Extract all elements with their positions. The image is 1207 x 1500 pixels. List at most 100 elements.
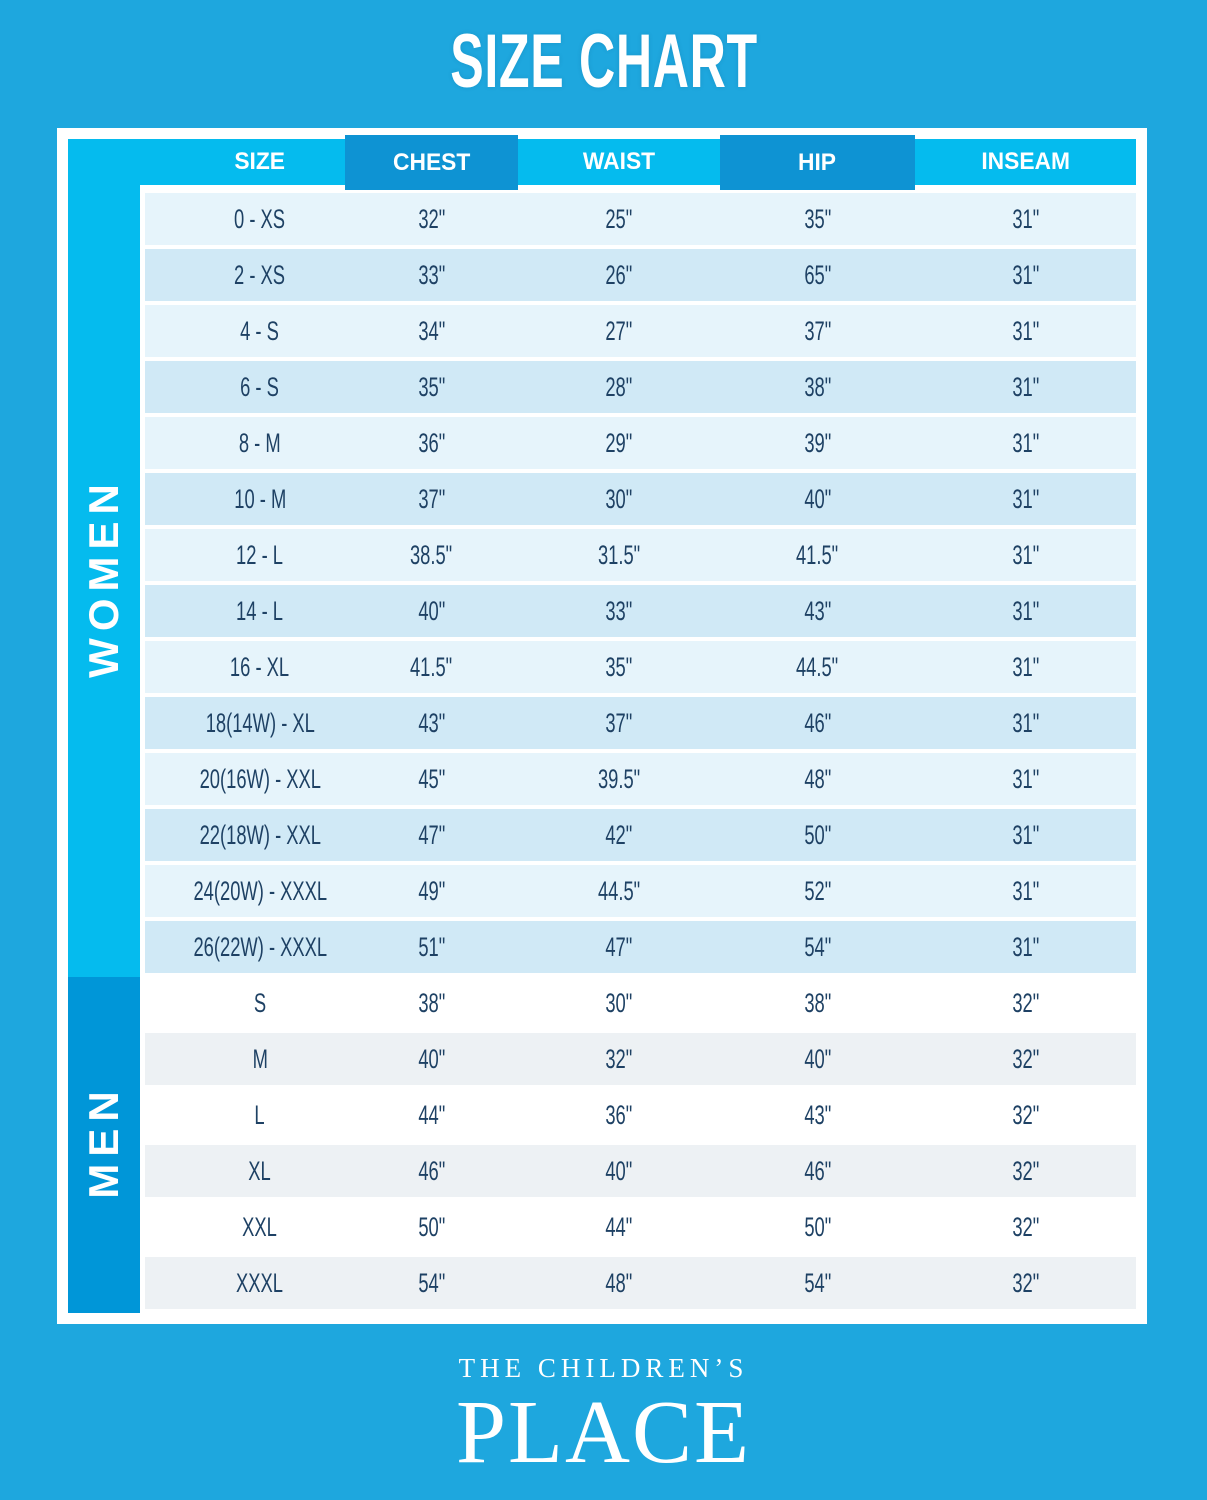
table-row: 2 - XS 33" 26" 65" 31" [145,249,1136,301]
cell-waist: 35" [518,652,720,683]
cell-hip: 54" [720,1268,915,1299]
cell-text: 20(16W) - XXL [199,763,321,794]
cell-text: 32" [1012,1267,1039,1298]
cell-text: 32" [605,1043,633,1074]
cell-text: 52" [804,875,831,906]
cell-inseam: 31" [915,428,1136,459]
cell-text: 12 - L [236,539,284,570]
cell-text: 46" [418,1155,445,1186]
cell-text: 40" [804,483,831,514]
cell-chest: 33" [345,260,518,291]
table-row: 22(18W) - XXL 47" 42" 50" 31" [145,809,1136,861]
cell-text: 48" [605,1267,633,1298]
section-label: WOMEN [80,477,127,678]
cell-chest: 35" [345,372,518,403]
cell-chest: 36" [345,428,518,459]
cell-text: 40" [418,595,445,626]
cell-text: XXL [242,1211,278,1242]
cell-text: 43" [804,1099,831,1130]
cell-inseam: 32" [915,1268,1136,1299]
cell-text: 25" [605,203,633,234]
cell-text: 14 - L [236,595,284,626]
cell-inseam: 31" [915,932,1136,963]
cell-text: 31" [1012,203,1039,234]
cell-text: 36" [605,1099,633,1130]
cell-inseam: 31" [915,596,1136,627]
cell-text: 31" [1012,539,1039,570]
cell-text: 47" [605,931,633,962]
cell-text: 36" [418,427,445,458]
cell-text: 18(14W) - XL [205,707,315,738]
section-sidebar-men: MEN [68,977,140,1313]
cell-text: 40" [605,1155,633,1186]
cell-text: 38" [418,987,445,1018]
cell-text: 33" [605,595,633,626]
brand-logo: THE CHILDREN’S PLACE [0,1352,1207,1478]
cell-chest: 38.5" [345,540,518,571]
cell-text: 44" [418,1099,445,1130]
cell-text: 49" [418,875,445,906]
cell-chest: 47" [345,820,518,851]
cell-hip: 50" [720,820,915,851]
cell-chest: 46" [345,1156,518,1187]
cell-text: 50" [804,819,831,850]
cell-hip: 50" [720,1212,915,1243]
column-header-label: INSEAM [981,148,1070,175]
cell-size: XXL [145,1212,345,1243]
cell-text: 2 - XS [234,259,286,290]
cell-size: 2 - XS [145,260,345,291]
cell-text: 31" [1012,651,1039,682]
cell-text: 26(22W) - XXXL [193,931,327,962]
cell-text: 37" [418,483,445,514]
cell-text: 34" [418,315,445,346]
cell-inseam: 31" [915,652,1136,683]
cell-hip: 46" [720,708,915,739]
cell-waist: 42" [518,820,720,851]
cell-text: 31" [1012,483,1039,514]
section-sidebar-women: WOMEN [68,185,140,977]
cell-size: 24(20W) - XXXL [145,876,345,907]
cell-text: 39.5" [597,763,641,794]
table-row: 6 - S 35" 28" 38" 31" [145,361,1136,413]
cell-text: 26" [605,259,633,290]
cell-size: 14 - L [145,596,345,627]
cell-size: 20(16W) - XXL [145,764,345,795]
cell-chest: 38" [345,988,518,1019]
cell-inseam: 31" [915,708,1136,739]
cell-text: 46" [804,707,831,738]
cell-text: 31" [1012,931,1039,962]
cell-text: 31" [1012,427,1039,458]
cell-size: 16 - XL [145,652,345,683]
cell-text: 38" [804,987,831,1018]
cell-size: L [145,1100,345,1131]
cell-waist: 37" [518,708,720,739]
cell-inseam: 31" [915,540,1136,571]
column-header-inseam: INSEAM [915,139,1136,185]
cell-text: 44.5" [796,651,839,682]
cell-text: 43" [804,595,831,626]
cell-waist: 31.5" [518,540,720,571]
cell-inseam: 31" [915,260,1136,291]
cell-text: 40" [418,1043,445,1074]
cell-text: 37" [605,707,633,738]
cell-size: 26(22W) - XXXL [145,932,345,963]
column-header-hip: HIP [720,135,915,190]
size-chart-table: SIZE CHEST WAIST HIP INSEAM WOMEN 0 - XS 3… [57,128,1147,1324]
cell-text: 8 - M [239,427,281,458]
cell-hip: 46" [720,1156,915,1187]
cell-waist: 28" [518,372,720,403]
cell-hip: 35" [720,204,915,235]
cell-text: L [254,1099,266,1130]
cell-size: 4 - S [145,316,345,347]
brand-name-top: THE CHILDREN’S [458,1353,749,1383]
column-header-label: SIZE [234,148,286,175]
table-row: 4 - S 34" 27" 37" 31" [145,305,1136,357]
cell-size: 12 - L [145,540,345,571]
cell-hip: 41.5" [720,540,915,571]
cell-text: 40" [804,1043,831,1074]
cell-text: 31" [1012,707,1039,738]
cell-chest: 32" [345,204,518,235]
cell-text: 41.5" [796,539,839,570]
cell-text: 35" [804,203,831,234]
table-row: 14 - L 40" 33" 43" 31" [145,585,1136,637]
